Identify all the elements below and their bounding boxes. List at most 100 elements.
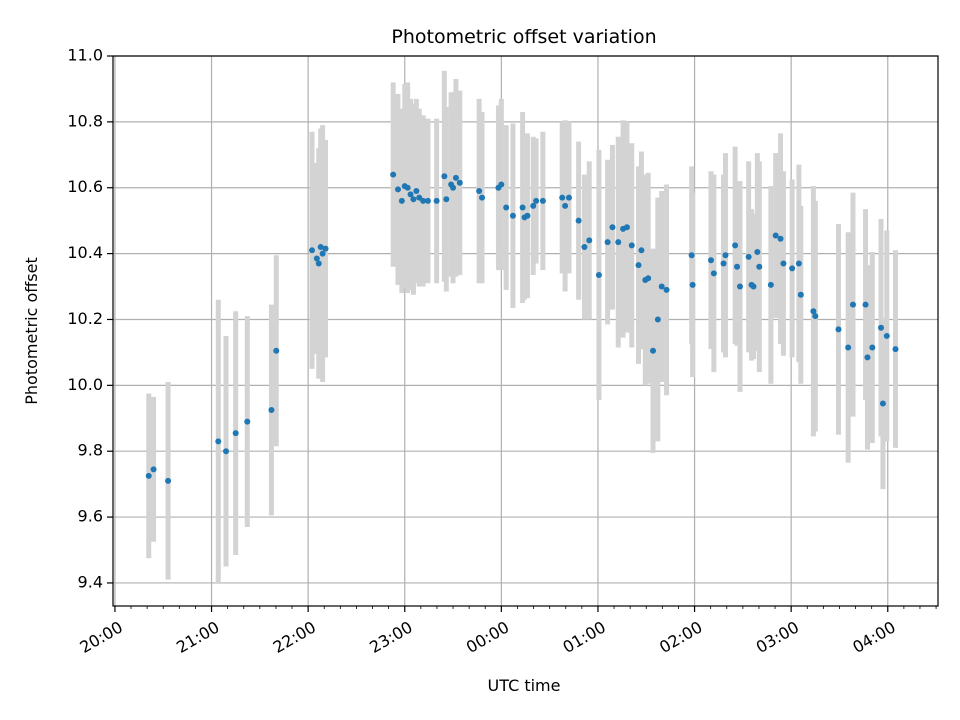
data-point bbox=[232, 430, 239, 437]
data-point bbox=[530, 202, 537, 209]
data-point bbox=[754, 248, 761, 255]
data-point bbox=[519, 204, 526, 211]
data-points bbox=[145, 171, 899, 484]
data-point bbox=[635, 262, 642, 269]
data-point bbox=[410, 196, 417, 203]
data-point bbox=[441, 173, 448, 180]
data-point bbox=[720, 260, 727, 267]
data-point bbox=[420, 197, 427, 204]
y-tick-label: 11.0 bbox=[67, 46, 103, 65]
data-point bbox=[892, 346, 899, 353]
data-point bbox=[476, 188, 483, 195]
data-point bbox=[317, 244, 324, 251]
data-point bbox=[795, 260, 802, 267]
data-point bbox=[883, 332, 890, 339]
data-point bbox=[756, 263, 763, 270]
y-tick-label: 10.6 bbox=[67, 177, 103, 196]
data-point bbox=[498, 181, 505, 188]
data-point bbox=[615, 239, 622, 246]
data-point bbox=[268, 407, 275, 414]
data-point bbox=[394, 186, 401, 193]
data-point bbox=[722, 252, 729, 259]
data-point bbox=[797, 291, 804, 298]
data-point bbox=[533, 197, 540, 204]
data-point bbox=[750, 283, 757, 290]
data-point bbox=[215, 438, 222, 445]
data-point bbox=[565, 194, 572, 201]
data-point bbox=[452, 174, 459, 181]
data-point bbox=[845, 344, 852, 351]
data-point bbox=[658, 283, 665, 290]
y-tick-label: 10.4 bbox=[67, 243, 103, 262]
y-tick-label: 9.6 bbox=[78, 507, 103, 526]
data-point bbox=[609, 224, 616, 231]
data-point bbox=[319, 250, 326, 257]
data-point bbox=[413, 188, 420, 195]
data-point bbox=[595, 272, 602, 279]
data-point bbox=[869, 344, 876, 351]
y-tick-label: 10.0 bbox=[67, 375, 103, 394]
data-point bbox=[663, 286, 670, 293]
data-point bbox=[736, 283, 743, 290]
data-point bbox=[450, 184, 457, 191]
data-point bbox=[581, 244, 588, 251]
data-point bbox=[638, 247, 645, 254]
data-point bbox=[777, 235, 784, 242]
data-point bbox=[812, 313, 819, 320]
data-point bbox=[689, 281, 696, 288]
data-point bbox=[539, 197, 546, 204]
plot-frame bbox=[112, 55, 939, 607]
data-point bbox=[862, 301, 869, 308]
data-point bbox=[322, 245, 329, 252]
data-point bbox=[509, 212, 516, 219]
data-point bbox=[835, 326, 842, 333]
data-point bbox=[150, 466, 157, 473]
data-point bbox=[244, 418, 251, 425]
data-point bbox=[390, 171, 397, 178]
data-point bbox=[650, 347, 657, 354]
data-point bbox=[849, 301, 856, 308]
data-point bbox=[165, 477, 172, 484]
data-point bbox=[586, 237, 593, 244]
data-point bbox=[575, 217, 582, 224]
data-point bbox=[223, 448, 230, 455]
data-point bbox=[810, 308, 817, 315]
y-axis-label: Photometric offset bbox=[22, 257, 41, 405]
data-point bbox=[443, 196, 450, 203]
data-point bbox=[562, 202, 569, 209]
data-point bbox=[789, 265, 796, 272]
data-point bbox=[604, 239, 611, 246]
data-point bbox=[145, 472, 152, 479]
data-point bbox=[645, 275, 652, 282]
data-point bbox=[503, 204, 510, 211]
data-point bbox=[479, 194, 486, 201]
data-point bbox=[767, 281, 774, 288]
data-point bbox=[707, 257, 714, 264]
data-point bbox=[623, 224, 630, 231]
data-point bbox=[688, 252, 695, 259]
data-point bbox=[404, 184, 411, 191]
data-point bbox=[864, 354, 871, 361]
data-point bbox=[524, 212, 531, 219]
data-point bbox=[315, 260, 322, 267]
data-point bbox=[309, 247, 316, 254]
chart-title: Photometric offset variation bbox=[391, 26, 656, 48]
data-point bbox=[424, 197, 431, 204]
data-point bbox=[273, 347, 280, 354]
data-point bbox=[407, 191, 414, 198]
data-point bbox=[745, 253, 752, 260]
data-point bbox=[433, 197, 440, 204]
y-tick-label: 10.2 bbox=[67, 309, 103, 328]
y-tick-label: 10.8 bbox=[67, 111, 103, 130]
y-tick-label: 9.8 bbox=[78, 441, 103, 460]
data-point bbox=[772, 232, 779, 239]
data-point bbox=[734, 263, 741, 270]
data-point bbox=[879, 400, 886, 407]
data-point bbox=[456, 179, 463, 186]
data-point bbox=[654, 316, 661, 323]
data-point bbox=[313, 255, 320, 262]
data-point bbox=[780, 260, 787, 267]
data-point bbox=[732, 242, 739, 249]
y-tick-label: 9.4 bbox=[78, 572, 103, 591]
